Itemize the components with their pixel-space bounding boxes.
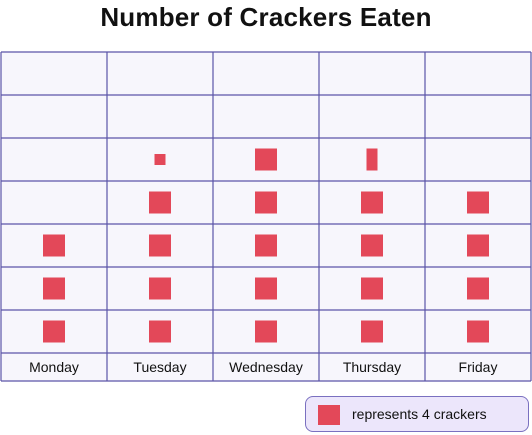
label-row-background (1, 353, 531, 381)
chart-x-labels: Monday Tuesday Wednesday Thursday Friday (29, 359, 497, 375)
cracker-symbol-partial-thursday (366, 148, 378, 171)
legend-text: represents 4 crackers (352, 406, 487, 422)
cracker-symbol-thursday (361, 234, 383, 257)
cracker-symbol-wednesday (255, 234, 277, 257)
chart-legend: represents 4 crackers (305, 396, 529, 432)
cracker-symbol-tuesday (149, 191, 171, 214)
cracker-symbol-tuesday (149, 277, 171, 300)
chart-title: Number of Crackers Eaten (100, 2, 432, 32)
cracker-symbol-friday (467, 234, 489, 257)
cracker-symbol-friday (467, 277, 489, 300)
x-label-friday: Friday (459, 359, 498, 375)
cracker-symbol-wednesday (255, 148, 277, 171)
cracker-symbol-thursday (361, 320, 383, 343)
cracker-symbol-wednesday (255, 277, 277, 300)
cracker-symbol-wednesday (255, 191, 277, 214)
chart-symbols (43, 148, 489, 343)
chart-grid (0, 51, 532, 382)
cracker-symbol-monday (43, 277, 65, 300)
legend-cracker-symbol (318, 405, 340, 425)
x-label-wednesday: Wednesday (229, 359, 303, 375)
cracker-symbol-thursday (361, 277, 383, 300)
x-label-thursday: Thursday (343, 359, 401, 375)
pictograph-chart: Monday Tuesday Wednesday Thursday Friday (0, 51, 532, 382)
cracker-symbol-tuesday (149, 320, 171, 343)
x-label-monday: Monday (29, 359, 79, 375)
cracker-symbol-monday (43, 320, 65, 343)
cracker-symbol-wednesday (255, 320, 277, 343)
cracker-symbol-thursday (361, 191, 383, 214)
cracker-symbol-friday (467, 320, 489, 343)
cracker-symbol-partial-tuesday (154, 154, 166, 165)
cracker-symbol-friday (467, 191, 489, 214)
cracker-symbol-tuesday (149, 234, 171, 257)
cracker-symbol-monday (43, 234, 65, 257)
x-label-tuesday: Tuesday (133, 359, 186, 375)
